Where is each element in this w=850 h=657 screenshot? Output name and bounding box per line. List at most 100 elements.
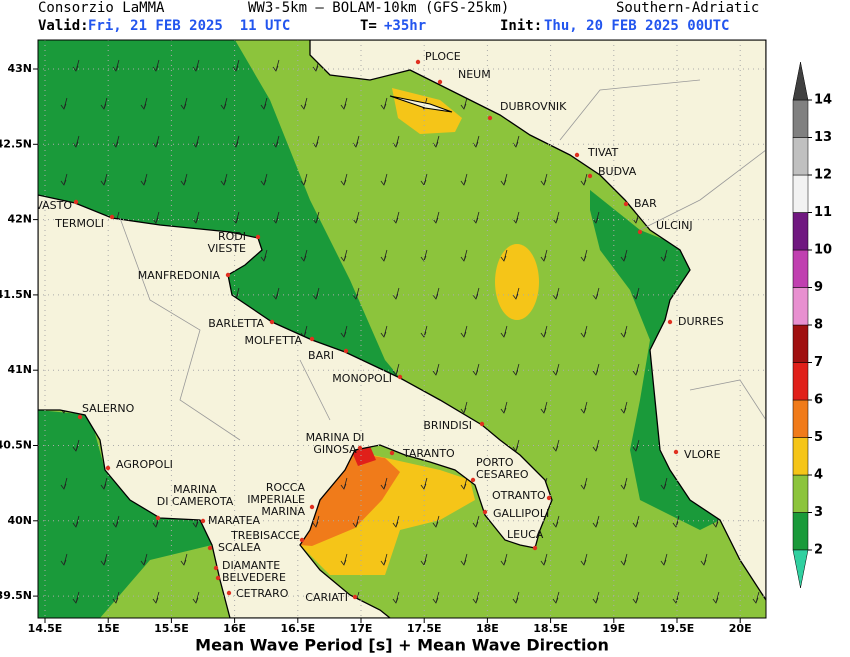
arrow: [472, 515, 480, 528]
city-dot: [546, 495, 552, 501]
city-label: AGROPOLI: [116, 458, 173, 471]
cities: PLOCE NEUM DUBROVNIK TIVAT BUDVA BAR ULCINJ VAS…: [38, 50, 724, 604]
arrow: [272, 287, 280, 300]
arrow: [580, 477, 588, 490]
arrow: [552, 591, 560, 604]
city-label: DURRES: [678, 315, 724, 328]
arrow: [352, 211, 360, 224]
arrow: [632, 287, 640, 300]
arrow: [180, 553, 188, 566]
arrow: [180, 97, 188, 110]
arrow: [72, 591, 80, 604]
city-label: DI CAMEROTA: [157, 495, 234, 508]
city-label: SALERNO: [82, 402, 135, 415]
arrow: [660, 477, 668, 490]
arrow: [660, 553, 668, 566]
city-label: LEUCA: [507, 528, 544, 541]
zone-red: [352, 446, 376, 466]
city-label: PLOCE: [425, 50, 461, 63]
arrow: [312, 515, 320, 528]
arrow: [592, 287, 600, 300]
colorbar: 2 3 4 5 6 7 8 9 10 11 12 13 14: [792, 61, 832, 589]
city-dot: [587, 173, 593, 179]
arrow: [140, 173, 148, 186]
arrow: [152, 59, 160, 72]
arrow: [592, 515, 600, 528]
arrow: [340, 249, 348, 262]
arrow: [472, 287, 480, 300]
arrow: [552, 211, 560, 224]
region: Southern-Adriatic: [616, 0, 759, 16]
arrow: [540, 401, 548, 414]
colorbar-label: 4: [814, 468, 823, 483]
arrow: [340, 325, 348, 338]
y-tick-label: 41N: [7, 363, 32, 376]
colorbar-label: 11: [814, 205, 832, 220]
arrow: [140, 553, 148, 566]
arrow: [392, 363, 400, 376]
org: Consorzio LaMMA: [38, 0, 165, 16]
city-dot: [482, 509, 488, 515]
city-dot: [105, 465, 111, 471]
zone-yellow: [495, 244, 539, 320]
arrow: [312, 211, 320, 224]
init-time: Thu, 20 FEB 2025 00UTC: [544, 18, 729, 34]
colorbar-segment: [792, 362, 809, 401]
arrow: [260, 97, 268, 110]
arrow: [580, 249, 588, 262]
city-dot: [637, 229, 643, 235]
arrow: [540, 249, 548, 262]
city-dot: [77, 414, 83, 420]
arrow: [620, 477, 628, 490]
arrow: [512, 287, 520, 300]
arrow: [300, 97, 308, 110]
arrow: [100, 97, 108, 110]
city-dot: [215, 575, 221, 581]
city-dot: [470, 477, 476, 483]
city-label: GALLIPOLI: [493, 507, 549, 520]
colorbar-label: 14: [814, 93, 832, 108]
colorbar-label: 7: [814, 355, 823, 370]
colorbar-under: [792, 549, 809, 589]
y-tick-label: 40.5N: [0, 439, 32, 452]
arrow: [632, 439, 640, 452]
arrow: [460, 477, 468, 490]
arrow: [632, 363, 640, 376]
colorbar-label: 8: [814, 318, 823, 333]
city-label: BRINDISI: [423, 419, 472, 432]
arrow: [112, 515, 120, 528]
arrow: [152, 591, 160, 604]
city-label: BUDVA: [598, 165, 637, 178]
x-tick-label: 17E: [350, 622, 373, 635]
colorbar-segment: [792, 174, 809, 213]
city-label: BAR: [634, 197, 657, 210]
arrow: [392, 211, 400, 224]
arrow: [592, 591, 600, 604]
arrow: [352, 515, 360, 528]
y-tick-label: 42N: [7, 213, 32, 226]
arrow: [700, 553, 708, 566]
arrow: [472, 211, 480, 224]
x-tick-label: 16E: [223, 622, 246, 635]
arrow: [500, 249, 508, 262]
city-label: CESAREO: [476, 468, 529, 481]
arrow: [512, 211, 520, 224]
arrow: [392, 591, 400, 604]
arrow: [220, 97, 228, 110]
city-label: MARATEA: [208, 514, 261, 527]
arrow: [552, 515, 560, 528]
city-label: IMPERIALE: [247, 493, 305, 506]
city-label: TERMOLI: [54, 217, 104, 230]
colorbar-label: 12: [814, 168, 832, 183]
city-dot: [667, 319, 673, 325]
city-label: MARINA: [261, 505, 305, 518]
x-tick-label: 15E: [97, 622, 120, 635]
x-tick-label: 20E: [729, 622, 752, 635]
arrow: [340, 477, 348, 490]
colorbar-segment: [792, 137, 809, 176]
arrow: [620, 325, 628, 338]
city-label: RODI: [218, 230, 246, 243]
city-dot: [73, 199, 79, 205]
arrow: [460, 97, 468, 110]
city-dot: [673, 449, 679, 455]
